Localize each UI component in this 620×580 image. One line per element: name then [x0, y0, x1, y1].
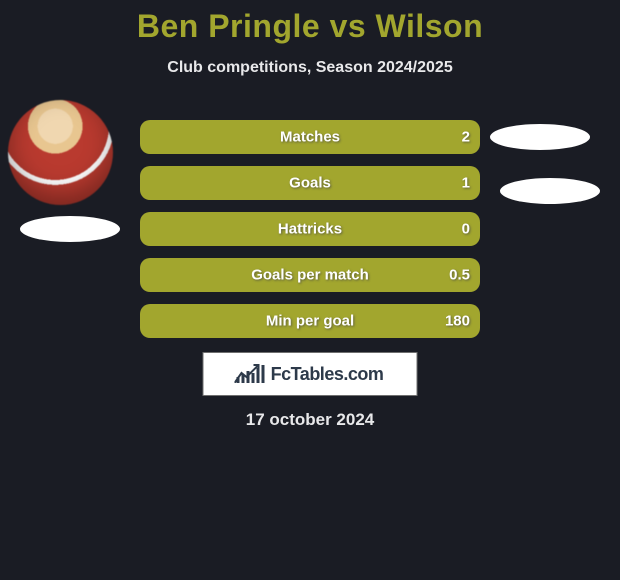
- stat-label: Hattricks: [278, 221, 342, 238]
- stats-bars: Matches 2 Goals 1 Hattricks 0 Goals per match 0…: [140, 120, 480, 350]
- stat-label: Matches: [280, 129, 340, 146]
- player-avatar-left: [8, 100, 113, 205]
- placeholder-ellipse: [20, 216, 120, 242]
- stat-value: 0: [462, 221, 470, 238]
- logo-text: FcTables.com: [271, 364, 384, 385]
- subtitle: Club competitions, Season 2024/2025: [0, 59, 620, 77]
- placeholder-ellipse: [500, 178, 600, 204]
- stat-bar: Min per goal 180: [140, 304, 480, 338]
- date-text: 17 october 2024: [246, 410, 375, 430]
- placeholder-ellipse: [490, 124, 590, 150]
- stat-value: 0.5: [449, 267, 470, 284]
- stat-bar: Hattricks 0: [140, 212, 480, 246]
- stat-bar: Goals per match 0.5: [140, 258, 480, 292]
- stat-label: Goals: [289, 175, 331, 192]
- logo-bar-segment: [262, 365, 265, 383]
- stat-label: Min per goal: [266, 313, 354, 330]
- stat-value: 180: [445, 313, 470, 330]
- stat-label: Goals per match: [251, 267, 369, 284]
- logo-chart-icon: [237, 365, 265, 383]
- stat-bar: Goals 1: [140, 166, 480, 200]
- fctables-logo: FcTables.com: [203, 352, 418, 396]
- stat-value: 2: [462, 129, 470, 146]
- logo-arrow-icon: [235, 363, 261, 383]
- page-title: Ben Pringle vs Wilson: [0, 0, 620, 45]
- stat-value: 1: [462, 175, 470, 192]
- stat-bar: Matches 2: [140, 120, 480, 154]
